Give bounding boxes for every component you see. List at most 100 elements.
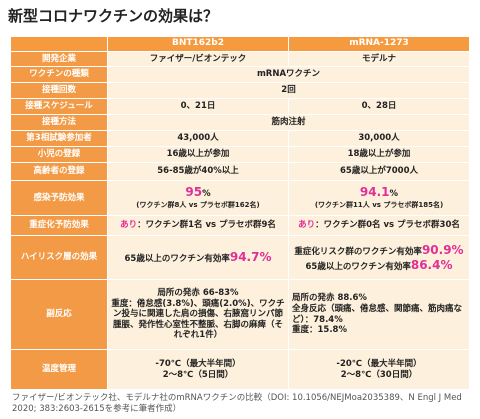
text-part: 筋肉注射 [271, 117, 306, 128]
cell-line: 2～8℃（30日間） [292, 370, 466, 381]
row-label: 副反応 [10, 279, 108, 350]
cell-line: 95% [111, 185, 285, 200]
cell-line: 全身反応（頭痛、倦怠感、関節痛、筋肉痛など）：78.4% [292, 304, 466, 325]
text-part: 2～8℃（5日間） [162, 369, 234, 380]
cell: mRNAワクチン [107, 66, 470, 83]
text-part: 重症化リスク群のワクチン有効率 [294, 246, 422, 257]
text-part: 56-85歳が40%以上 [157, 166, 239, 177]
row-label: ハイリスク層の効果 [10, 235, 108, 280]
comparison-table: BNT162b2 mRNA-1273 開発企業 ファイザー/ビオンテック モデルナワク… [10, 36, 470, 390]
header-cell: mRNA-1273 [288, 36, 470, 52]
text-part: 16歳以上が参加 [166, 149, 230, 160]
row-label: 接種スケジュール [10, 98, 108, 115]
text-part: あり [298, 220, 316, 231]
text-part: 90.9% [421, 242, 464, 257]
cell: 0、21日 [107, 98, 289, 115]
row-label: ワクチンの種類 [10, 66, 108, 83]
row-label: 接種方法 [10, 114, 108, 131]
header-row: BNT162b2 mRNA-1273 [10, 36, 470, 52]
cell-line: あり：ワクチン群0名 vs プラセボ群30名 [292, 220, 466, 231]
text-part: 43,000人 [177, 133, 219, 144]
table-row: 開発企業 ファイザー/ビオンテック モデルナ [10, 51, 470, 67]
cell-line: 65歳以上が7000人 [292, 166, 466, 177]
cell-line: 18歳以上が参加 [292, 149, 466, 160]
cell: 局所の発赤 88.6% 全身反応（頭痛、倦怠感、関節痛、筋肉痛など）：78.4% 重… [288, 279, 470, 350]
header-corner [10, 36, 108, 52]
text-part: 95 [185, 185, 203, 200]
title: 新型コロナワクチンの効果は？ [8, 7, 219, 25]
text-part: ：ワクチン群0名 vs プラセボ群30名 [315, 220, 460, 231]
text-part: -70℃（最大半年間） [155, 358, 241, 369]
cell-line: 0、21日 [111, 101, 285, 112]
cell: 95% (ワクチン群8人 vs プラセボ群162名) [107, 180, 289, 216]
table-row: 接種スケジュール 0、21日 0、28日 [10, 98, 470, 115]
cell-line: 重度：倦怠感(3.8%)、頭痛(2.0%)、ワクチン投与に関連した肩の損傷、右腋… [111, 299, 285, 342]
cell-line: mRNAワクチン [111, 69, 466, 80]
cell-line: 重症化リスク群のワクチン有効率90.9% [292, 243, 466, 258]
cell: 0、28日 [288, 98, 470, 115]
cell-line: 2回 [111, 85, 466, 96]
text-part: 30,000人 [358, 133, 400, 144]
text-part: 2回 [281, 85, 296, 96]
row-label: 感染予防効果 [10, 180, 108, 216]
cell-line: (ワクチン群11人 vs プラセボ群185名) [292, 200, 466, 211]
cell-line: 重度：15.8% [292, 325, 466, 336]
table-row: 第3相試験参加者 43,000人 30,000人 [10, 130, 470, 147]
text-part: 0、28日 [361, 101, 397, 112]
text-part: 局所の発赤 66-83% [157, 287, 239, 298]
text-part: % [202, 189, 211, 200]
table-row: 小児の登録 16歳以上が参加 18歳以上が参加 [10, 146, 470, 163]
cell: モデルナ [288, 51, 470, 67]
cell: -20℃（最大半年間） 2～8℃（30日間） [288, 349, 470, 390]
text-part: % [389, 189, 399, 200]
text-part: 65歳以上のワクチン有効率 [124, 254, 230, 264]
text-part: 2～8℃（30日間） [340, 369, 418, 380]
table-row: 高齢者の登録 56-85歳が40%以上 65歳以上が7000人 [10, 162, 470, 181]
table-row: 重症化予防効果 あり：ワクチン群1名 vs プラセボ群9名 あり：ワクチン群0名 v… [10, 215, 470, 236]
text-part: 重度：15.8% [292, 325, 347, 336]
text-part: 94.1 [359, 185, 390, 200]
row-label: 重症化予防効果 [10, 215, 108, 236]
cell-line: ファイザー/ビオンテック [111, 54, 285, 65]
cell: 2回 [107, 82, 470, 99]
text-part: 65歳以上のワクチン有効率 [305, 261, 411, 272]
text-part: 65歳以上が7000人 [340, 166, 418, 177]
cell-line: 30,000人 [292, 133, 466, 144]
row-label: 第3相試験参加者 [10, 130, 108, 147]
text-part: ：ワクチン群1名 vs プラセボ群9名 [137, 220, 276, 231]
row-label: 小児の登録 [10, 146, 108, 163]
text-part: ファイザー/ビオンテック [149, 53, 247, 64]
cell-line: 56-85歳が40%以上 [111, 166, 285, 177]
cell-line: 筋肉注射 [111, 117, 466, 128]
cell-line: 43,000人 [111, 133, 285, 144]
header-cell: BNT162b2 [107, 36, 289, 52]
table-body: 開発企業 ファイザー/ビオンテック モデルナ ワクチンの種類 mRNAワクチン 接種回数 2… [10, 51, 470, 390]
text-part: あり [120, 220, 138, 231]
cell: 30,000人 [288, 130, 470, 147]
footer: ファイザー/ビオンテック社、モデルナ社のmRNAワクチンの比較（DOI: 10.… [12, 393, 462, 415]
cell-line: 局所の発赤 88.6% [292, 293, 466, 304]
text-part: 94.7% [229, 250, 272, 264]
cell: 筋肉注射 [107, 114, 470, 131]
cell: あり：ワクチン群1名 vs プラセボ群9名 [107, 215, 289, 236]
cell: 局所の発赤 66-83% 重度：倦怠感(3.8%)、頭痛(2.0%)、ワクチン投与… [107, 279, 289, 350]
table-row: 副反応 局所の発赤 66-83% 重度：倦怠感(3.8%)、頭痛(2.0%)、ワクチ… [10, 279, 470, 350]
row-label: 高齢者の登録 [10, 162, 108, 181]
table-row: ハイリスク層の効果 65歳以上のワクチン有効率94.7% 重症化リスク群のワクチン有… [10, 235, 470, 280]
cell-line: 94.1% [292, 185, 466, 200]
row-label: 開発企業 [10, 51, 108, 67]
cell-line: 2～8℃（5日間） [111, 370, 285, 381]
text-part: -20℃（最大半年間） [336, 358, 422, 369]
table-row: 接種方法 筋肉注射 [10, 114, 470, 131]
table-row: 温度管理 -70℃（最大半年間） 2～8℃（5日間） -20℃（最大半年間） 2～8℃（… [10, 349, 470, 390]
table-row: ワクチンの種類 mRNAワクチン [10, 66, 470, 83]
cell: 65歳以上が7000人 [288, 162, 470, 181]
cell-line: 65歳以上のワクチン有効率86.4% [292, 258, 466, 273]
text-part: (ワクチン群8人 vs プラセボ群162名) [136, 201, 260, 210]
table-row: 接種回数 2回 [10, 82, 470, 99]
cell-line: 65歳以上のワクチン有効率94.7% [111, 250, 285, 265]
row-label: 温度管理 [10, 349, 108, 390]
text-part: モデルナ [361, 53, 396, 64]
text-part: (ワクチン群11人 vs プラセボ群185名) [314, 201, 444, 210]
cell-line: あり：ワクチン群1名 vs プラセボ群9名 [111, 220, 285, 231]
